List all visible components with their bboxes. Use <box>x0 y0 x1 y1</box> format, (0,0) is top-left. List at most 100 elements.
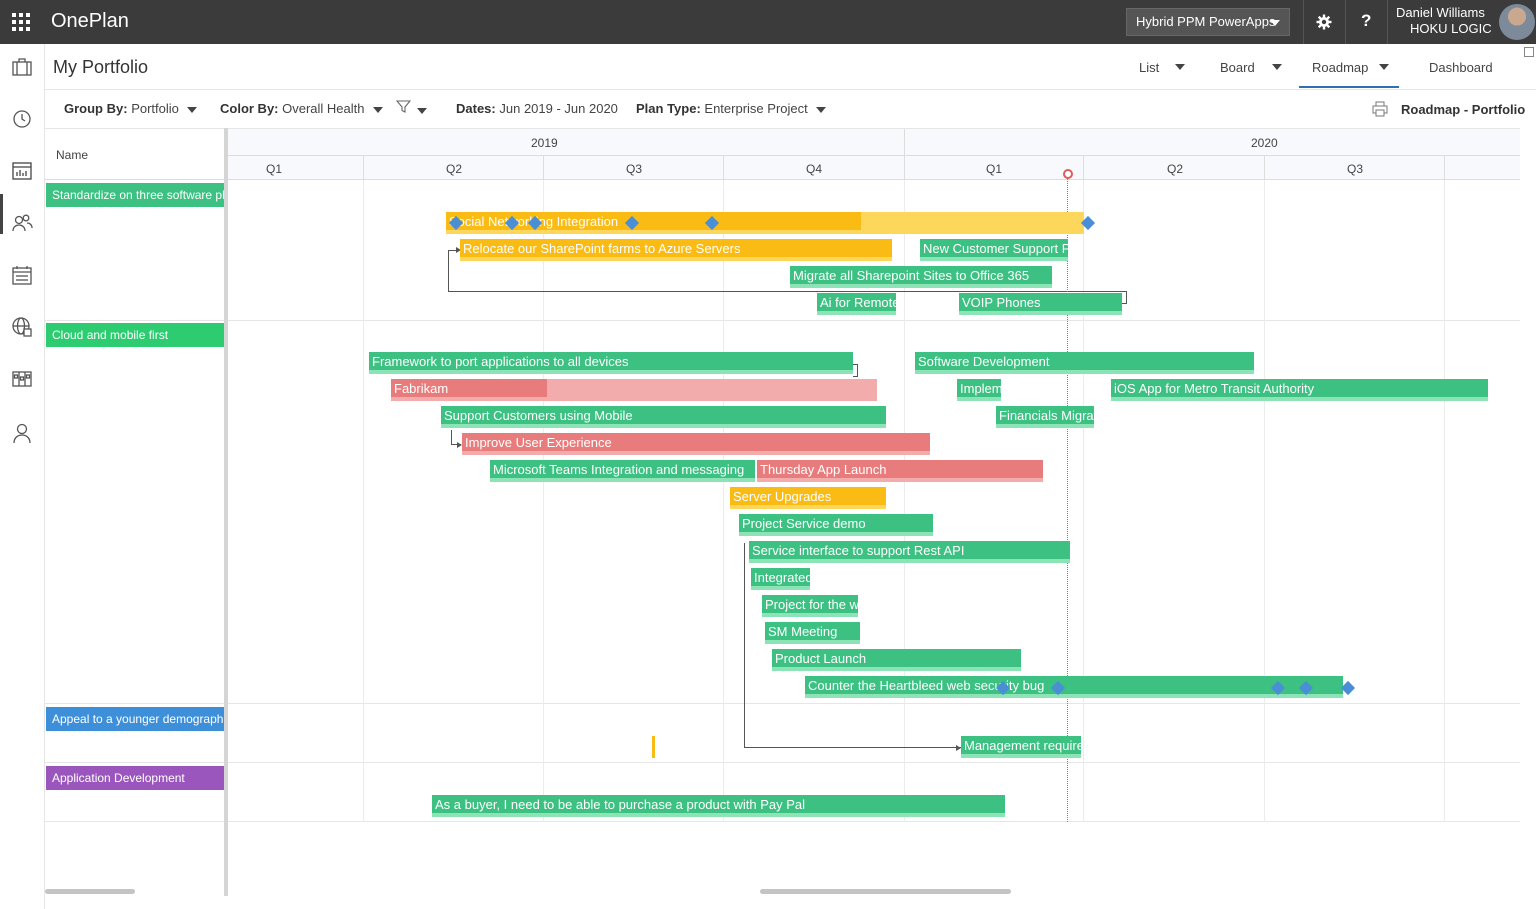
page-title: My Portfolio <box>53 57 149 77</box>
people-icon[interactable] <box>11 212 33 234</box>
top-bar: OnePlan Hybrid PPM PowerApps ? Daniel Wi… <box>0 0 1536 44</box>
roadmap-bar[interactable]: Management require <box>961 736 1081 758</box>
group-label-younger-demographic[interactable]: Appeal to a younger demographic <box>46 707 224 731</box>
roadmap-bar[interactable]: SM Meeting <box>765 622 860 644</box>
roadmap-bar[interactable]: VOIP Phones <box>959 293 1122 315</box>
bar-label: Thursday App Launch <box>760 462 887 477</box>
tab-roadmap[interactable]: Roadmap <box>1312 60 1369 75</box>
tab-dashboard[interactable]: Dashboard <box>1429 60 1493 75</box>
bar-label: Integrated <box>754 570 810 585</box>
divider <box>45 179 225 180</box>
milestone-diamond-icon[interactable] <box>1340 680 1356 696</box>
group-label-cloud-mobile[interactable]: Cloud and mobile first <box>46 323 224 347</box>
group-label-standardize[interactable]: Standardize on three software platforms <box>46 183 224 207</box>
roadmap-bar[interactable]: Relocate our SharePoint farms to Azure S… <box>460 239 892 261</box>
board-icon[interactable] <box>11 368 33 390</box>
roadmap-bar[interactable]: iOS App for Metro Transit Authority <box>1111 379 1488 401</box>
quarter-label: Q3 <box>1347 162 1364 176</box>
active-tab-indicator <box>1299 86 1399 88</box>
bar-label: Management require <box>964 738 1081 753</box>
roadmap-bar[interactable]: Framework to port applications to all de… <box>369 352 853 374</box>
roadmap-bar[interactable]: Social Networking Integration <box>446 212 1084 234</box>
filter-icon <box>395 100 412 113</box>
plan-type-dropdown[interactable]: Plan Type: Enterprise Project <box>636 101 826 116</box>
dates-filter[interactable]: Dates: Jun 2019 - Jun 2020 <box>456 101 618 116</box>
color-by-dropdown[interactable]: Color By: Overall Health <box>220 101 383 116</box>
roadmap-bar[interactable]: Financials Migrat <box>996 406 1094 428</box>
bar-label: New Customer Support Portal <box>923 241 1068 256</box>
bar-label: Product Launch <box>775 651 867 666</box>
dependency-arrow <box>956 745 961 751</box>
horizontal-scrollbar[interactable] <box>760 889 1011 894</box>
avatar[interactable] <box>1499 4 1535 40</box>
roadmap-bar[interactable]: Improve User Experience <box>462 433 930 455</box>
quarter-label: Q1 <box>986 162 1003 176</box>
roadmap-bar[interactable]: Product Launch <box>772 649 1021 671</box>
roadmap-bar[interactable]: Support Customers using Mobile <box>441 406 886 428</box>
roadmap-bar[interactable]: Project for the w <box>762 595 858 617</box>
gridline <box>723 180 724 822</box>
bar-label: SM Meeting <box>768 624 838 639</box>
row-divider <box>45 320 1520 321</box>
column-splitter[interactable] <box>224 128 228 896</box>
help-icon[interactable]: ? <box>1361 11 1372 30</box>
globe-icon[interactable] <box>11 316 33 338</box>
roadmap-bar[interactable]: Server Upgrades <box>730 487 886 509</box>
chevron-down-icon[interactable] <box>1175 64 1185 70</box>
expand-icon[interactable] <box>1524 47 1534 57</box>
roadmap-bar[interactable]: Fabrikam <box>391 379 877 401</box>
divider <box>904 129 905 181</box>
roadmap-bar[interactable]: Project Service demo <box>739 514 933 536</box>
gridline <box>1444 180 1445 822</box>
quarter-label: Q2 <box>446 162 463 176</box>
milestone-marker[interactable] <box>652 736 655 758</box>
roadmap-bar[interactable]: Integrated <box>751 568 810 590</box>
roadmap-bar[interactable]: Implem <box>957 379 1001 401</box>
user-name[interactable]: Daniel Williams <box>1396 5 1485 20</box>
roadmap-bar[interactable]: Migrate all Sharepoint Sites to Office 3… <box>790 266 1052 288</box>
roadmap-bar[interactable]: Service interface to support Rest API <box>749 541 1070 563</box>
roadmap-bar[interactable]: New Customer Support Portal <box>920 239 1068 261</box>
bar-label: Improve User Experience <box>465 435 612 450</box>
gear-icon[interactable] <box>1316 14 1332 30</box>
group-by-value: Portfolio <box>131 101 179 116</box>
app-launcher-icon[interactable] <box>12 13 30 31</box>
name-column-header[interactable]: Name <box>56 148 89 162</box>
chevron-down-icon[interactable] <box>1379 64 1389 70</box>
group-label-application-development[interactable]: Application Development <box>46 766 224 790</box>
briefcase-icon[interactable] <box>11 56 33 78</box>
horizontal-scrollbar[interactable] <box>45 889 135 894</box>
calendar-icon[interactable] <box>11 264 33 286</box>
bar-label: iOS App for Metro Transit Authority <box>1114 381 1315 396</box>
roadmap-bar[interactable]: As a buyer, I need to be able to purchas… <box>432 795 1005 817</box>
bar-label: Project Service demo <box>742 516 866 531</box>
filter-bar: Group By: Portfolio Color By: Overall He… <box>45 89 1536 127</box>
divider <box>363 156 364 181</box>
filter-dropdown[interactable] <box>395 99 427 117</box>
roadmap-bar[interactable]: Software Development <box>915 352 1254 374</box>
history-icon[interactable] <box>11 108 33 130</box>
bar-label: Server Upgrades <box>733 489 832 504</box>
dependency-arrow <box>457 442 462 448</box>
bar-label: Ai for Remote <box>820 295 896 310</box>
tab-board[interactable]: Board <box>1220 60 1255 75</box>
user-icon[interactable] <box>11 422 33 444</box>
bar-label: Migrate all Sharepoint Sites to Office 3… <box>793 268 1030 283</box>
user-org: HOKU LOGIC <box>1410 21 1492 36</box>
print-icon[interactable] <box>1372 101 1388 117</box>
roadmap-bar[interactable]: Counter the Heartbleed web security bug <box>805 676 1343 698</box>
timeline-header: 2019 2020 Q1 Q2 Q3 Q4 Q1 Q2 Q3 <box>228 128 1520 181</box>
chevron-down-icon[interactable] <box>1272 64 1282 70</box>
plan-type-value: Enterprise Project <box>704 101 808 116</box>
environment-dropdown[interactable]: Hybrid PPM PowerApps <box>1126 8 1290 36</box>
roadmap-icon[interactable] <box>11 160 33 182</box>
dependency-connector <box>744 543 961 748</box>
roadmap-bar[interactable]: Microsoft Teams Integration and messagin… <box>490 460 755 482</box>
group-by-dropdown[interactable]: Group By: Portfolio <box>64 101 197 116</box>
left-rail <box>0 44 45 909</box>
bar-label: Software Development <box>918 354 1050 369</box>
bar-label: Service interface to support Rest API <box>752 543 965 558</box>
roadmap-bar[interactable]: Ai for Remote <box>817 293 896 315</box>
roadmap-bar[interactable]: Thursday App Launch <box>757 460 1043 482</box>
tab-list[interactable]: List <box>1139 60 1160 75</box>
